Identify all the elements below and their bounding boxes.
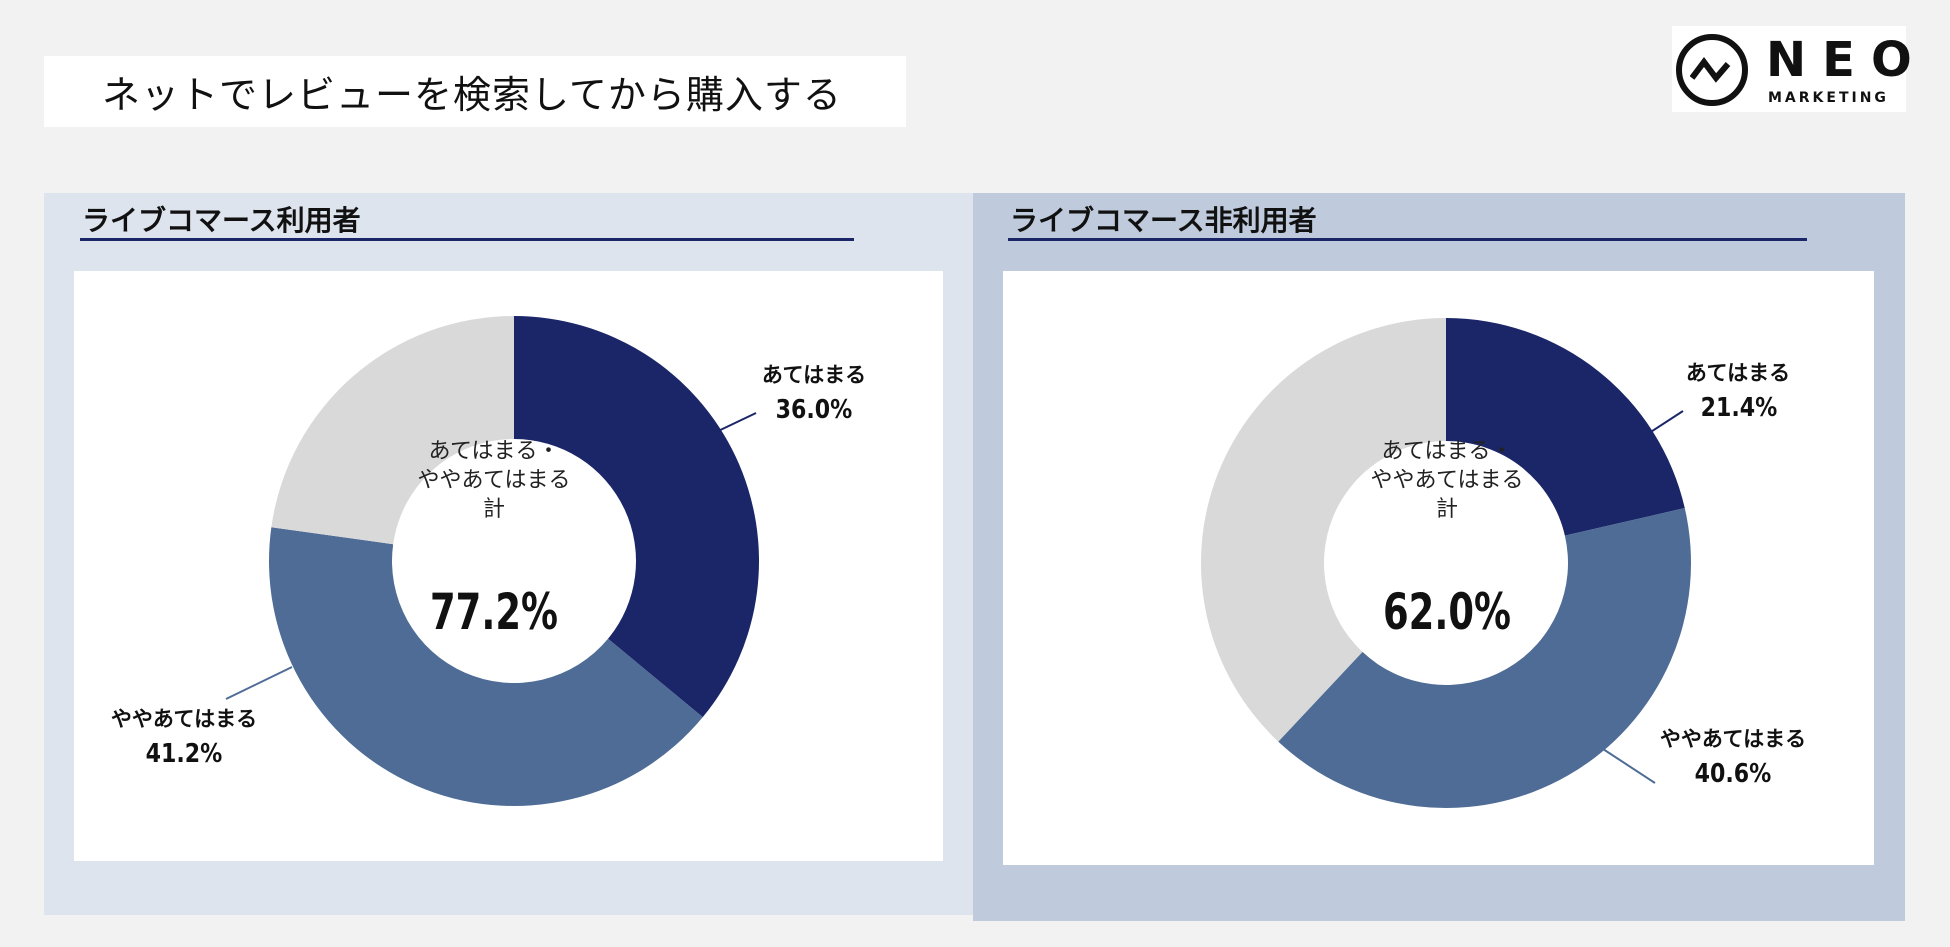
panel-users: ライブコマース利用者 あてはまる・ ややあてはまる 計 77.2% あてはまる … <box>44 193 973 915</box>
slice-value-non-users-1: 40.6% <box>1694 759 1772 789</box>
leader-line-non-users-0 <box>1645 410 1684 436</box>
logo-neo-text: NEO <box>1766 32 1928 88</box>
panel-title-users: ライブコマース利用者 <box>80 199 854 241</box>
center-label-line-1: あてはまる・ <box>1381 439 1513 464</box>
slice-label-non-users-1: ややあてはまる <box>1659 727 1807 751</box>
center-total-users: 77.2% <box>430 583 558 641</box>
center-label-line-1: あてはまる・ <box>428 439 560 464</box>
donut-slice-users-1 <box>269 527 703 806</box>
leader-line-users-1 <box>225 666 293 700</box>
slice-label-non-users-0: あてはまる <box>1685 361 1791 385</box>
donut-slice-non-users-2 <box>1201 318 1446 742</box>
neo-marketing-logo: NEO MARKETING <box>1672 26 1912 112</box>
center-label-users: あてはまる・ ややあてはまる 計 <box>394 437 594 524</box>
panel-title-non-users: ライブコマース非利用者 <box>1008 199 1807 241</box>
center-label-line-3: 計 <box>482 497 505 522</box>
slice-value-users-0: 36.0% <box>775 395 853 425</box>
slice-value-users-1: 41.2% <box>145 739 223 769</box>
center-label-non-users: あてはまる・ ややあてはまる 計 <box>1347 437 1547 524</box>
page-title: ネットでレビューを検索してから購入する <box>102 73 842 117</box>
panel-non-users: ライブコマース非利用者 あてはまる・ ややあてはまる 計 62.0% あてはまる… <box>973 193 1905 921</box>
logo-pulse-icon <box>1676 34 1748 106</box>
slice-label-users-1: ややあてはまる <box>110 707 258 731</box>
center-label-line-2: ややあてはまる <box>417 468 571 493</box>
donut-slice-non-users-0 <box>1446 318 1685 536</box>
leader-line-non-users-1 <box>1602 748 1656 784</box>
donut-svg-non-users <box>1201 318 1691 808</box>
donut-slice-users-0 <box>514 316 759 718</box>
leader-line-users-0 <box>713 412 757 434</box>
donut-chart-non-users: あてはまる・ ややあてはまる 計 62.0% あてはまる 21.4% ややあては… <box>1003 271 1874 865</box>
center-label-line-3: 計 <box>1435 497 1458 522</box>
donut-slice-users-2 <box>271 316 514 545</box>
donut-slice-non-users-1 <box>1278 508 1691 808</box>
center-label-line-2: ややあてはまる <box>1370 468 1524 493</box>
slice-label-users-0: あてはまる <box>761 363 867 387</box>
logo-marketing-text: MARKETING <box>1768 90 1889 106</box>
donut-chart-users: あてはまる・ ややあてはまる 計 77.2% あてはまる 36.0% ややあては… <box>74 271 943 861</box>
slice-value-non-users-0: 21.4% <box>1700 393 1778 423</box>
donut-svg-users <box>225 316 759 806</box>
center-total-non-users: 62.0% <box>1383 583 1511 641</box>
title-box: ネットでレビューを検索してから購入する <box>44 56 906 127</box>
